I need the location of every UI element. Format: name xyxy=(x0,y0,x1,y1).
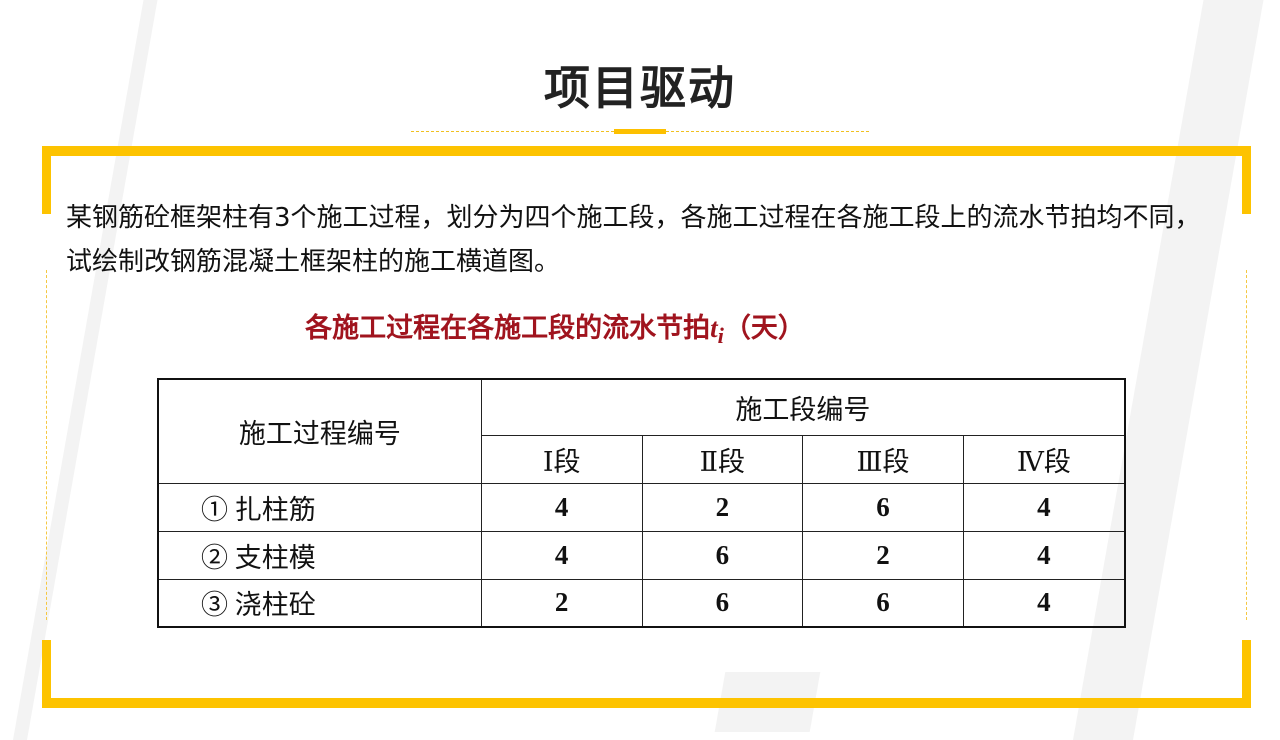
title-accent xyxy=(614,129,666,134)
page-title: 项目驱动 xyxy=(544,61,736,115)
segment-header: Ⅲ段 xyxy=(802,434,964,484)
cell: 4 xyxy=(962,530,1126,580)
table-caption: 各施工过程在各施工段的流水节拍ti（天） xyxy=(305,313,805,349)
cell: 2 xyxy=(802,530,964,580)
process-name: ① 扎柱筋 xyxy=(157,482,482,532)
cell: 4 xyxy=(480,482,643,532)
segment-header: Ⅰ段 xyxy=(480,434,643,484)
table-row: ① 扎柱筋 4 2 6 4 xyxy=(157,482,1126,532)
problem-text: 某钢筋砼框架柱有3个施工过程，划分为四个施工段，各施工过程在各施工段上的流水节拍… xyxy=(66,203,1201,277)
segment-header: Ⅳ段 xyxy=(962,434,1126,484)
process-name: ② 支柱模 xyxy=(157,530,482,580)
cell: 4 xyxy=(480,530,643,580)
table-row: ③ 浇柱砼 2 6 6 4 xyxy=(157,578,1126,628)
header-segment: 施工段编号 xyxy=(480,378,1126,436)
cell: 6 xyxy=(802,578,964,628)
cell: 6 xyxy=(802,482,964,532)
rhythm-table: 施工过程编号 施工段编号 Ⅰ段 Ⅱ段 Ⅲ段 Ⅳ段 ① 扎柱筋 4 2 6 4 ②… xyxy=(157,378,1126,628)
cell: 2 xyxy=(480,578,643,628)
process-name: ③ 浇柱砼 xyxy=(157,578,482,628)
cell: 6 xyxy=(641,578,804,628)
segment-header: Ⅱ段 xyxy=(641,434,804,484)
header-process: 施工过程编号 xyxy=(157,378,482,484)
table-row: ② 支柱模 4 6 2 4 xyxy=(157,530,1126,580)
cell: 6 xyxy=(641,530,804,580)
cell: 2 xyxy=(641,482,804,532)
cell: 4 xyxy=(962,482,1126,532)
cell: 4 xyxy=(962,578,1126,628)
